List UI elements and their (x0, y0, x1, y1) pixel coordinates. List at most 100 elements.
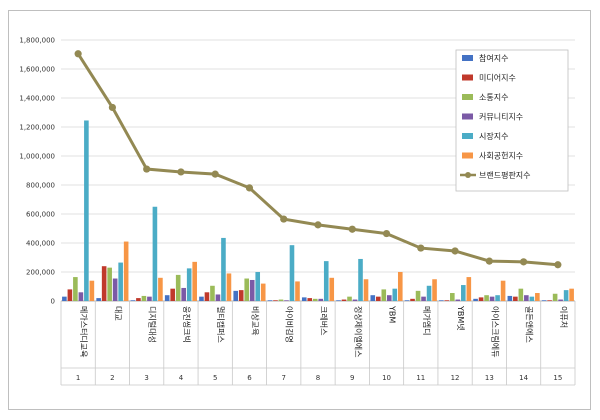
bar (278, 299, 284, 301)
line-point (417, 244, 425, 252)
legend-swatch (462, 94, 473, 100)
category-label: 대교 (113, 306, 122, 321)
bar (478, 297, 484, 301)
y-tick-label: 0 (51, 298, 55, 306)
bar (358, 258, 363, 301)
line-point (485, 257, 493, 265)
bar (513, 296, 518, 301)
bars (62, 120, 574, 301)
bar (73, 277, 78, 301)
legend-label: 참여지수 (479, 53, 508, 63)
bar (147, 296, 152, 301)
rank-label: 13 (485, 374, 494, 382)
bar (370, 295, 376, 301)
bar (484, 295, 489, 301)
line-point (245, 184, 254, 192)
bar (164, 295, 170, 301)
rank-label: 2 (110, 374, 114, 382)
line-point (348, 225, 356, 233)
rank-label: 14 (519, 374, 528, 382)
bar (381, 289, 387, 301)
y-tick-label: 200,000 (26, 269, 55, 277)
x-axis: 메가스터디교육 1 대교 2 디지털대성 3 웅진씽크빅 4 멀티캠퍼스 5 비상교육 6 아이비김영 7… (60, 301, 576, 386)
legend-label: 소통지수 (479, 93, 508, 102)
bar (569, 288, 574, 301)
bar (552, 293, 558, 301)
legend-swatch (462, 55, 473, 61)
bar (450, 293, 455, 301)
bar (473, 298, 478, 301)
bar (336, 300, 341, 301)
bar (244, 278, 250, 301)
bar (175, 274, 181, 301)
line-point (554, 261, 562, 269)
bar (210, 285, 215, 301)
y-tick-label: 1,600,000 (19, 66, 55, 74)
bar (96, 298, 101, 301)
bar (363, 279, 369, 301)
bar (558, 299, 563, 301)
bar (461, 285, 466, 301)
bar (118, 262, 123, 301)
category-label: 메가엠디 (422, 306, 432, 335)
legend-box (455, 49, 569, 192)
bar (426, 285, 432, 301)
line-point (382, 229, 391, 238)
bar (489, 296, 495, 301)
line-point (451, 247, 459, 255)
bar (518, 288, 524, 301)
bar (89, 280, 95, 301)
bar (101, 266, 107, 301)
line-point (314, 221, 322, 229)
category-label: 메가스터디교육 (79, 306, 88, 358)
bar (170, 288, 175, 301)
y-tick-label: 1,200,000 (19, 124, 55, 132)
bar (192, 261, 197, 301)
bar (112, 278, 118, 301)
bar (404, 300, 410, 301)
bar (130, 300, 136, 301)
chart-frame (8, 10, 591, 410)
line-point (280, 215, 288, 223)
y-tick-label: 1,000,000 (19, 153, 55, 161)
bar (329, 277, 335, 301)
y-tick-label: 800,000 (26, 182, 55, 190)
rank-label: 5 (213, 374, 217, 382)
y-tick-label: 1,800,000 (19, 37, 55, 45)
bar (312, 298, 318, 301)
bar (226, 273, 232, 301)
bar (397, 272, 403, 301)
bar (352, 299, 358, 301)
bar (455, 299, 461, 301)
bar (123, 241, 129, 301)
bar (375, 296, 381, 301)
line-point (143, 165, 151, 173)
bar (547, 300, 552, 301)
bar (301, 297, 307, 301)
bar (107, 267, 112, 301)
bar (524, 295, 529, 301)
bar (136, 298, 141, 301)
bar (186, 268, 192, 301)
bar (500, 280, 506, 301)
bar (204, 292, 210, 301)
bar (141, 295, 147, 301)
category-label: 아이스크림에듀 (490, 306, 500, 358)
bar (529, 296, 535, 301)
rank-label: 3 (144, 374, 148, 382)
bar (495, 295, 500, 301)
rank-label: 10 (382, 374, 391, 382)
category-label: 골든앤에스 (525, 306, 535, 343)
y-tick-label: 600,000 (26, 211, 55, 219)
bar (84, 120, 89, 301)
bar (466, 277, 472, 301)
bar (249, 279, 255, 301)
bar (233, 290, 239, 301)
bar (199, 296, 204, 301)
bar (307, 298, 313, 301)
bar (273, 300, 278, 301)
line-point (211, 170, 219, 178)
legend-label: 커뮤니티지수 (479, 112, 523, 122)
bar (295, 281, 300, 301)
